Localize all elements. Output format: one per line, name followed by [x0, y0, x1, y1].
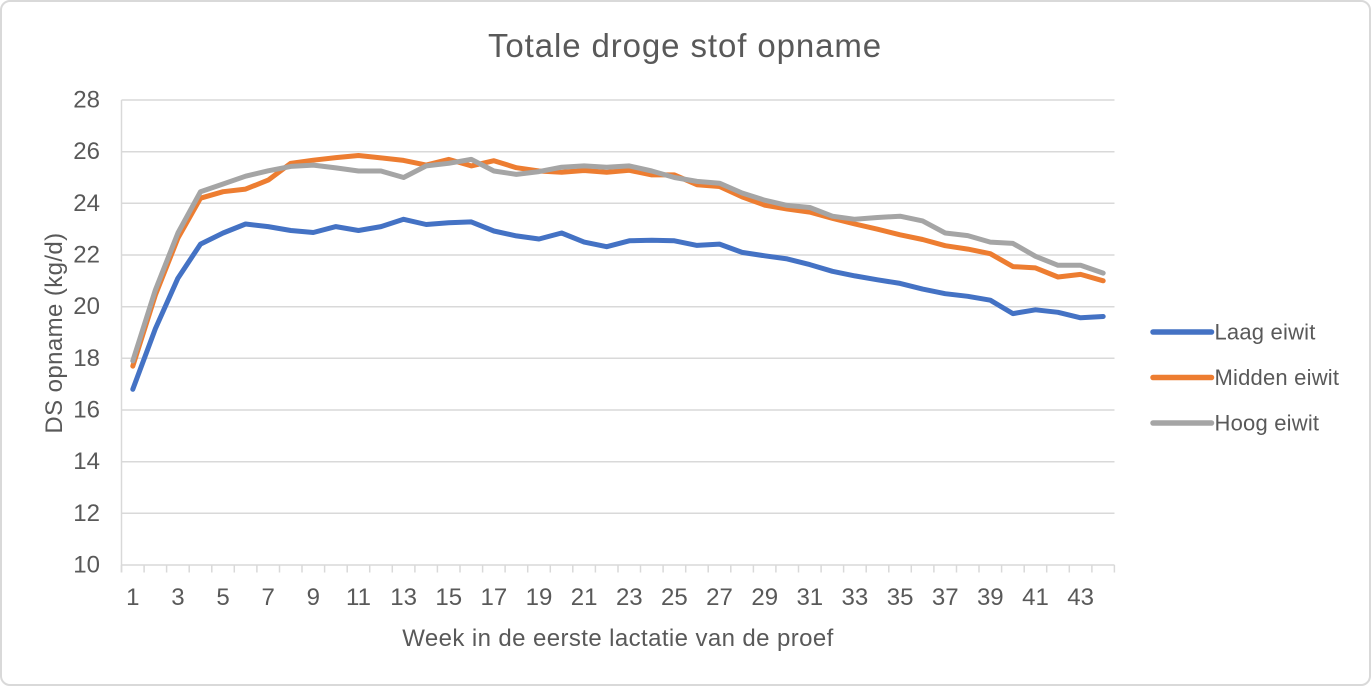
svg-text:Laag eiwit: Laag eiwit [1215, 320, 1316, 345]
svg-text:25: 25 [661, 584, 688, 611]
svg-text:35: 35 [887, 584, 914, 611]
svg-text:24: 24 [73, 190, 100, 217]
svg-text:13: 13 [390, 584, 417, 611]
svg-text:37: 37 [932, 584, 959, 611]
svg-text:1: 1 [126, 584, 139, 611]
svg-text:10: 10 [73, 552, 100, 579]
svg-text:12: 12 [73, 500, 100, 527]
svg-text:43: 43 [1067, 584, 1094, 611]
svg-text:Week in de eerste lactatie van: Week in de eerste lactatie van de proef [402, 625, 833, 652]
svg-text:3: 3 [171, 584, 184, 611]
svg-text:21: 21 [571, 584, 598, 611]
svg-text:Hoog eiwit: Hoog eiwit [1215, 411, 1320, 436]
svg-text:14: 14 [73, 448, 100, 475]
svg-text:26: 26 [73, 138, 100, 165]
svg-text:18: 18 [73, 345, 100, 372]
svg-text:19: 19 [526, 584, 553, 611]
svg-text:29: 29 [751, 584, 778, 611]
svg-text:41: 41 [1022, 584, 1049, 611]
svg-text:39: 39 [977, 584, 1004, 611]
svg-text:15: 15 [435, 584, 462, 611]
svg-text:Totale droge stof opname: Totale droge stof opname [488, 27, 882, 64]
svg-text:27: 27 [706, 584, 733, 611]
svg-text:DS opname (kg/d): DS opname (kg/d) [41, 232, 68, 433]
svg-text:23: 23 [616, 584, 643, 611]
svg-text:7: 7 [262, 584, 275, 611]
svg-text:20: 20 [73, 293, 100, 320]
svg-text:Midden eiwit: Midden eiwit [1215, 365, 1340, 390]
svg-text:31: 31 [796, 584, 823, 611]
svg-text:17: 17 [481, 584, 508, 611]
svg-text:22: 22 [73, 242, 100, 269]
svg-text:28: 28 [73, 87, 100, 114]
svg-text:11: 11 [346, 584, 371, 611]
svg-text:9: 9 [307, 584, 320, 611]
svg-text:33: 33 [842, 584, 869, 611]
svg-text:5: 5 [216, 584, 229, 611]
svg-text:16: 16 [73, 397, 100, 424]
